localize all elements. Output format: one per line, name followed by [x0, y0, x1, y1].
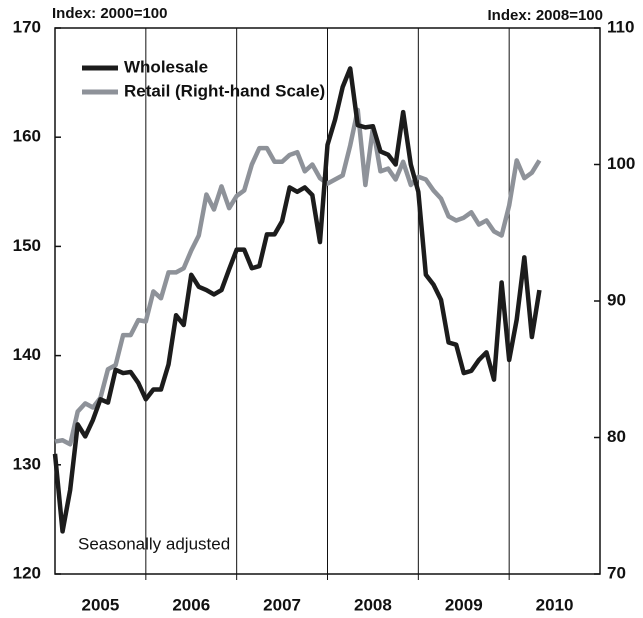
x-tick-label: 2005 — [82, 595, 120, 614]
annotation: Seasonally adjusted — [78, 534, 230, 553]
y-tick-label: 150 — [13, 236, 41, 255]
x-tick-label: 2010 — [536, 595, 574, 614]
y2-tick-label: 110 — [607, 17, 634, 36]
legend-label: Retail (Right-hand Scale) — [124, 81, 325, 100]
legend-label: Wholesale — [124, 57, 208, 76]
y2-tick-label: 90 — [607, 290, 626, 309]
y2-axis-label: Index: 2008=100 — [488, 7, 604, 24]
x-tick-label: 2009 — [445, 595, 483, 614]
line-series — [54, 107, 542, 447]
x-tick-label: 2006 — [172, 595, 210, 614]
y2-tick-label: 70 — [607, 563, 626, 582]
y-tick-label: 160 — [13, 127, 41, 146]
line-series — [52, 66, 542, 534]
x-tick-label: 2008 — [354, 595, 392, 614]
y-tick-label: 130 — [13, 454, 41, 473]
y-tick-label: 120 — [13, 563, 41, 582]
y-tick-label: 170 — [13, 17, 41, 36]
y2-tick-label: 100 — [607, 154, 635, 173]
y-axis-label: Index: 2000=100 — [52, 5, 168, 22]
y-tick-label: 140 — [13, 345, 41, 364]
x-tick-label: 2007 — [263, 595, 301, 614]
y2-tick-label: 80 — [607, 427, 626, 446]
